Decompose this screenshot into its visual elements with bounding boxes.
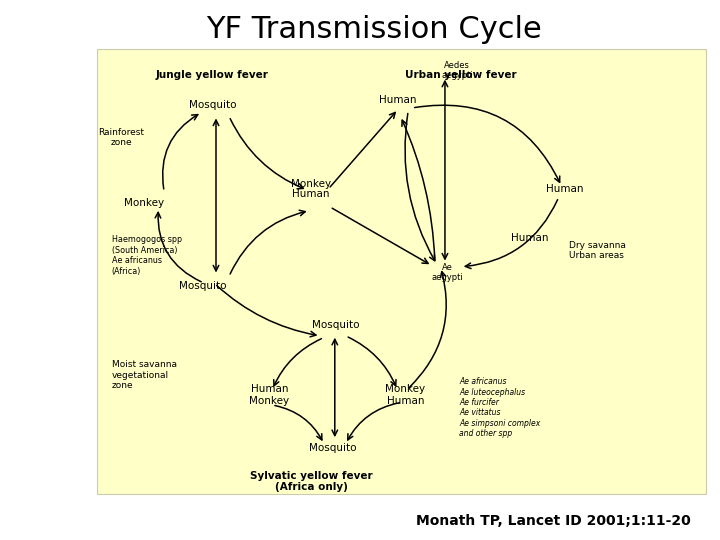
- Text: Monkey: Monkey: [291, 179, 331, 188]
- Text: Mosquito: Mosquito: [189, 100, 237, 110]
- Text: Urban yellow fever: Urban yellow fever: [405, 70, 517, 79]
- Text: Mosquito: Mosquito: [309, 443, 356, 453]
- Text: Dry savanna
Urban areas: Dry savanna Urban areas: [569, 241, 626, 260]
- Text: Human: Human: [379, 95, 416, 105]
- Text: Monkey
Human: Monkey Human: [385, 384, 426, 406]
- Text: Monkey: Monkey: [124, 198, 164, 207]
- Text: Rainforest
zone: Rainforest zone: [98, 128, 144, 147]
- Text: Human: Human: [292, 190, 330, 199]
- Text: Human: Human: [511, 233, 549, 242]
- Text: Human
Monkey: Human Monkey: [249, 384, 289, 406]
- Text: Ae
aegypti: Ae aegypti: [432, 263, 464, 282]
- Text: Aedes
aegypti: Aedes aegypti: [441, 60, 473, 80]
- Text: Haemogogos spp
(South America)
Ae africanus
(Africa): Haemogogos spp (South America) Ae africa…: [112, 235, 181, 275]
- Text: YF Transmission Cycle: YF Transmission Cycle: [207, 15, 542, 44]
- Text: Mosquito: Mosquito: [179, 281, 227, 291]
- Text: Monath TP, Lancet ID 2001;1:11-20: Monath TP, Lancet ID 2001;1:11-20: [416, 514, 691, 528]
- Text: Jungle yellow fever: Jungle yellow fever: [156, 70, 269, 79]
- FancyBboxPatch shape: [97, 49, 706, 494]
- Text: Sylvatic yellow fever
(Africa only): Sylvatic yellow fever (Africa only): [250, 471, 372, 492]
- Text: Moist savanna
vegetational
zone: Moist savanna vegetational zone: [112, 360, 176, 390]
- Text: Ae africanus
Ae luteocephalus
Ae furcifer
Ae vittatus
Ae simpsoni complex
and ot: Ae africanus Ae luteocephalus Ae furcife…: [459, 377, 541, 438]
- Text: Human: Human: [546, 184, 583, 194]
- Text: Mosquito: Mosquito: [312, 320, 360, 330]
